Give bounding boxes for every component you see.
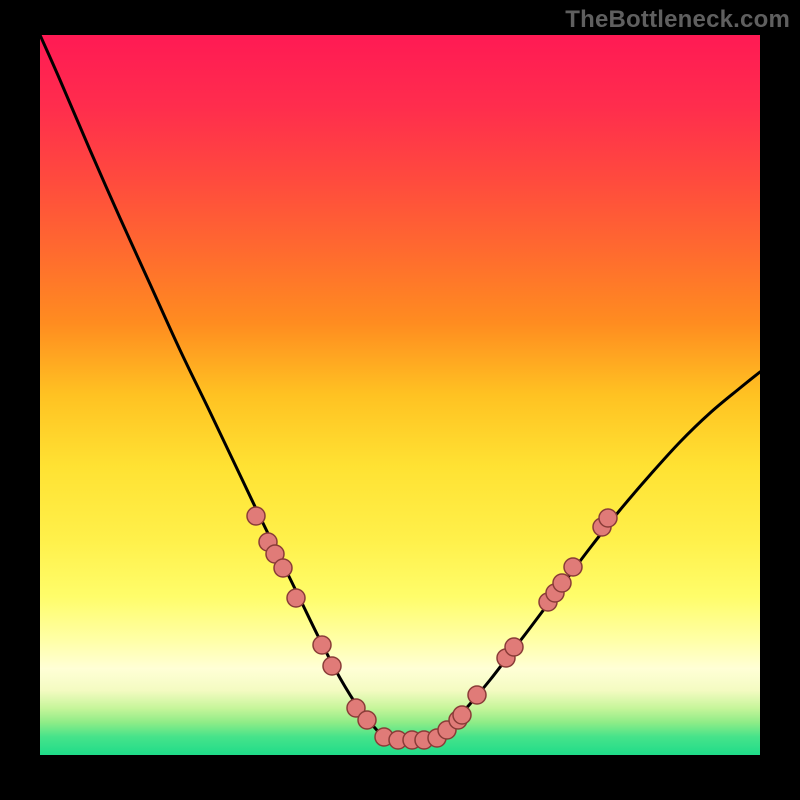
data-marker [468,686,486,704]
data-marker [564,558,582,576]
gradient-background [40,35,760,755]
data-marker [323,657,341,675]
data-marker [553,574,571,592]
data-marker [274,559,292,577]
data-marker [453,706,471,724]
chart-stage: TheBottleneck.com [0,0,800,800]
data-marker [358,711,376,729]
watermark-text: TheBottleneck.com [565,6,790,34]
chart-svg [0,0,800,800]
data-marker [313,636,331,654]
plot-area [40,35,760,755]
data-marker [287,589,305,607]
data-marker [247,507,265,525]
data-marker [505,638,523,656]
data-marker [599,509,617,527]
